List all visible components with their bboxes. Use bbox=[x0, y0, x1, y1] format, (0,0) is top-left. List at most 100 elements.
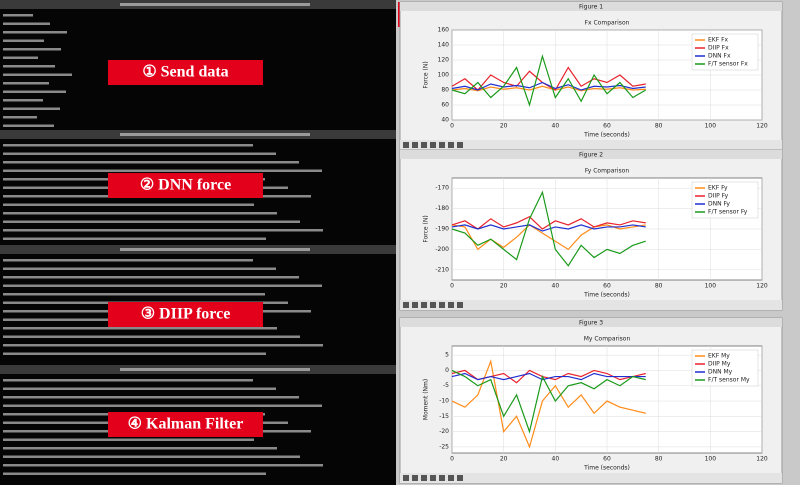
x-tick-label: 60 bbox=[603, 283, 611, 290]
toolbar-icon bbox=[448, 475, 454, 481]
chart-title: My Comparison bbox=[584, 336, 631, 343]
terminal-line bbox=[3, 464, 323, 467]
toolbar-icon bbox=[430, 475, 436, 481]
series-line bbox=[451, 190, 646, 267]
terminal-line bbox=[3, 116, 37, 119]
toolbar-icon bbox=[421, 475, 427, 481]
toolbar-icon bbox=[430, 302, 436, 308]
terminal-line bbox=[3, 447, 277, 450]
terminal-line bbox=[3, 14, 33, 17]
y-axis-label: Force (N) bbox=[423, 215, 430, 242]
terminal-line bbox=[3, 472, 266, 475]
toolbar-icon bbox=[421, 142, 427, 148]
x-tick-label: 80 bbox=[655, 283, 663, 290]
terminal-line bbox=[3, 237, 266, 240]
y-tick-label: 140 bbox=[438, 42, 450, 49]
banner-box bbox=[108, 173, 263, 198]
terminal-line bbox=[3, 161, 299, 164]
y-tick-label: 120 bbox=[438, 57, 450, 64]
x-tick-label: 60 bbox=[603, 456, 611, 463]
terminal-line bbox=[3, 31, 67, 34]
toolbar bbox=[400, 300, 782, 310]
terminal-line bbox=[3, 344, 323, 347]
x-tick-label: 100 bbox=[705, 283, 717, 290]
y-tick-label: -25 bbox=[439, 443, 449, 450]
series-line bbox=[451, 369, 646, 434]
terminal-line bbox=[3, 352, 266, 355]
banner-label: ① Send data bbox=[142, 64, 228, 81]
y-tick-label: -200 bbox=[435, 246, 449, 253]
terminal-line bbox=[3, 107, 60, 110]
window-title: Figure 2 bbox=[579, 152, 603, 159]
toolbar-icon bbox=[412, 302, 418, 308]
y-tick-label: -15 bbox=[439, 413, 449, 420]
terminal-line bbox=[3, 144, 253, 147]
toolbar-icon bbox=[448, 142, 454, 148]
banner-box bbox=[108, 60, 263, 85]
y-tick-label: 40 bbox=[441, 117, 449, 124]
x-tick-label: 120 bbox=[756, 456, 768, 463]
y-tick-label: -190 bbox=[435, 226, 449, 233]
terminal-line bbox=[3, 39, 44, 42]
terminal-line bbox=[3, 212, 277, 215]
terminal-line bbox=[3, 73, 72, 76]
legend-label: DIIP Fx bbox=[708, 45, 729, 52]
toolbar-icon bbox=[430, 142, 436, 148]
series-line bbox=[451, 54, 647, 108]
toolbar-icon bbox=[403, 302, 409, 308]
x-tick-label: 100 bbox=[705, 123, 717, 130]
x-tick-label: 0 bbox=[450, 283, 454, 290]
x-tick-label: 80 bbox=[655, 456, 663, 463]
window-title: Figure 3 bbox=[579, 320, 603, 327]
series-line bbox=[451, 66, 646, 91]
terminal-line bbox=[3, 387, 276, 390]
terminal-title bbox=[120, 133, 310, 136]
chart-title: Fy Comparison bbox=[585, 168, 629, 175]
legend-label: DIIP Fy bbox=[708, 193, 729, 200]
terminal-line bbox=[3, 259, 253, 262]
x-tick-label: 120 bbox=[756, 123, 768, 130]
terminal-title bbox=[120, 368, 310, 371]
terminal-line bbox=[3, 267, 276, 270]
legend-label: DNN My bbox=[708, 369, 733, 376]
terminal-line bbox=[3, 293, 265, 296]
toolbar-icon bbox=[403, 142, 409, 148]
y-tick-label: 60 bbox=[441, 102, 449, 109]
terminal-title bbox=[120, 248, 310, 251]
window-title-bar bbox=[400, 150, 782, 159]
toolbar-icon bbox=[457, 142, 463, 148]
terminal-line bbox=[3, 396, 299, 399]
x-tick-label: 20 bbox=[500, 283, 508, 290]
legend-label: EKF My bbox=[708, 353, 730, 360]
x-tick-label: 40 bbox=[552, 283, 560, 290]
banner-box bbox=[108, 412, 263, 437]
banner-box bbox=[108, 302, 263, 327]
y-tick-label: 100 bbox=[438, 72, 450, 79]
y-tick-label: -210 bbox=[435, 266, 449, 273]
window-title-bar bbox=[400, 318, 782, 327]
legend-label: F/T sensor My bbox=[708, 377, 750, 384]
series-line bbox=[451, 216, 646, 230]
toolbar-icon bbox=[457, 475, 463, 481]
x-axis-label: Time (seconds) bbox=[583, 132, 630, 139]
series-line bbox=[451, 224, 646, 232]
terminal-line bbox=[3, 229, 323, 232]
terminal-title bbox=[120, 3, 310, 6]
legend-label: DNN Fx bbox=[708, 53, 731, 60]
toolbar-icon bbox=[439, 475, 445, 481]
series-line bbox=[451, 81, 646, 91]
legend-label: EKF Fx bbox=[708, 37, 729, 44]
x-tick-label: 100 bbox=[705, 456, 717, 463]
legend-label: F/T sensor Fx bbox=[708, 61, 748, 68]
terminal-line bbox=[3, 169, 322, 172]
terminal-line bbox=[3, 455, 300, 458]
terminal-line bbox=[3, 203, 254, 206]
x-tick-label: 0 bbox=[450, 123, 454, 130]
terminal-line bbox=[3, 65, 55, 68]
x-tick-label: 0 bbox=[450, 456, 454, 463]
terminal-line bbox=[3, 220, 300, 223]
terminal-line bbox=[3, 99, 43, 102]
terminal-line bbox=[3, 379, 253, 382]
y-tick-label: 0 bbox=[445, 367, 449, 374]
terminal-line bbox=[3, 90, 66, 93]
